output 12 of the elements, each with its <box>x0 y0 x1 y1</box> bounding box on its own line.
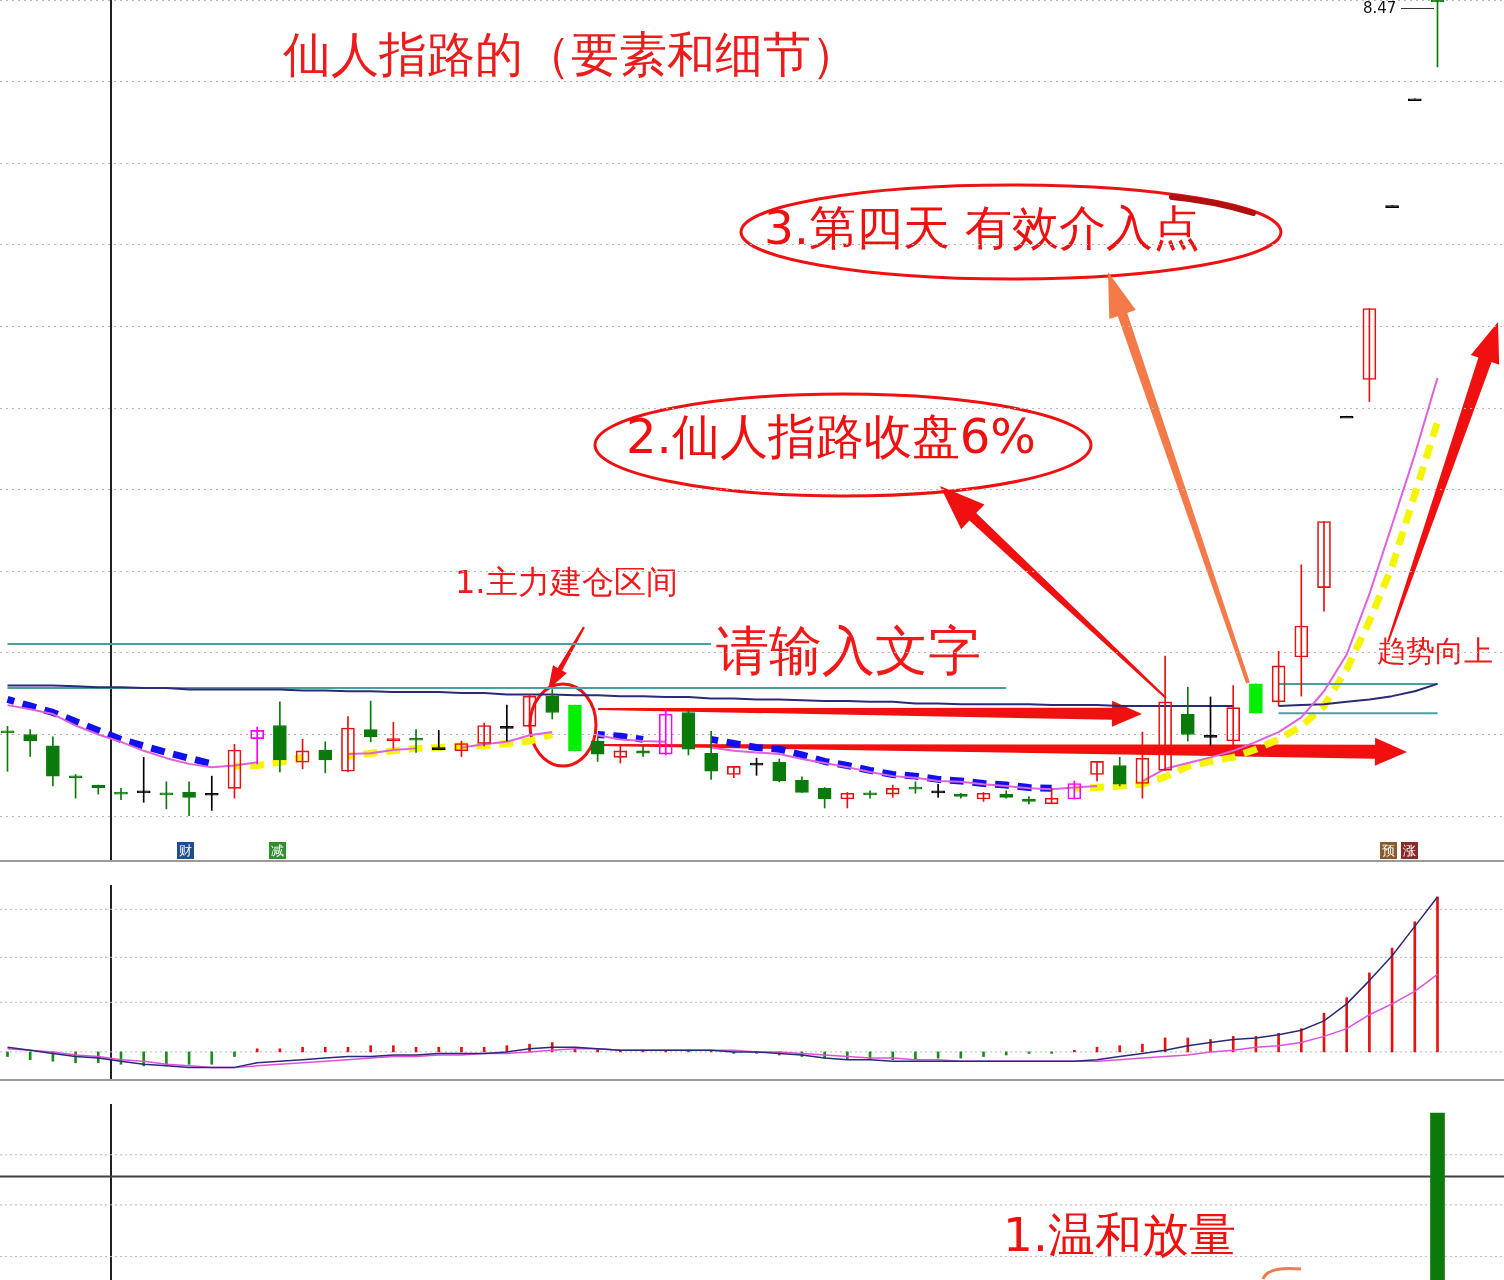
text: 仙人指路的（要素和细节） <box>283 26 859 83</box>
text: 减 <box>269 842 286 859</box>
text: 涨 <box>1401 842 1418 859</box>
annotation: 趋势向上 <box>1377 634 1493 669</box>
annotation: 1.温和放量 <box>1003 1207 1236 1263</box>
annotation: 8.47 <box>1363 0 1397 18</box>
annotation: 3.第四天 有效介入点 <box>764 200 1200 256</box>
text: 财 <box>177 842 194 859</box>
annotation: 2.仙人指路收盘6% <box>626 408 1036 465</box>
annotation: 1.主力建仓区间 <box>455 563 678 601</box>
annotation: 请输入文字 <box>716 620 981 682</box>
text: 预 <box>1380 842 1397 859</box>
